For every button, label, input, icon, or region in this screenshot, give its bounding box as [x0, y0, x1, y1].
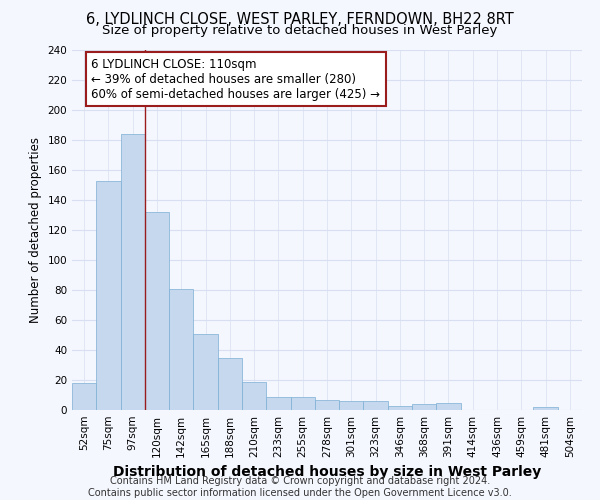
Bar [145, 212, 169, 410]
Bar [193, 334, 218, 410]
Text: Size of property relative to detached houses in West Parley: Size of property relative to detached ho… [103, 24, 497, 37]
Bar [121, 134, 145, 410]
Bar [266, 396, 290, 410]
Bar [218, 358, 242, 410]
Y-axis label: Number of detached properties: Number of detached properties [29, 137, 42, 323]
Bar [290, 396, 315, 410]
Bar [72, 383, 96, 410]
Bar [436, 402, 461, 410]
Bar [364, 401, 388, 410]
Text: 6, LYDLINCH CLOSE, WEST PARLEY, FERNDOWN, BH22 8RT: 6, LYDLINCH CLOSE, WEST PARLEY, FERNDOWN… [86, 12, 514, 28]
Bar [533, 407, 558, 410]
Bar [388, 406, 412, 410]
Bar [96, 180, 121, 410]
Text: 6 LYDLINCH CLOSE: 110sqm
← 39% of detached houses are smaller (280)
60% of semi-: 6 LYDLINCH CLOSE: 110sqm ← 39% of detach… [91, 58, 380, 100]
Bar [169, 288, 193, 410]
X-axis label: Distribution of detached houses by size in West Parley: Distribution of detached houses by size … [113, 466, 541, 479]
Bar [412, 404, 436, 410]
Bar [339, 401, 364, 410]
Bar [242, 382, 266, 410]
Text: Contains HM Land Registry data © Crown copyright and database right 2024.
Contai: Contains HM Land Registry data © Crown c… [88, 476, 512, 498]
Bar [315, 400, 339, 410]
